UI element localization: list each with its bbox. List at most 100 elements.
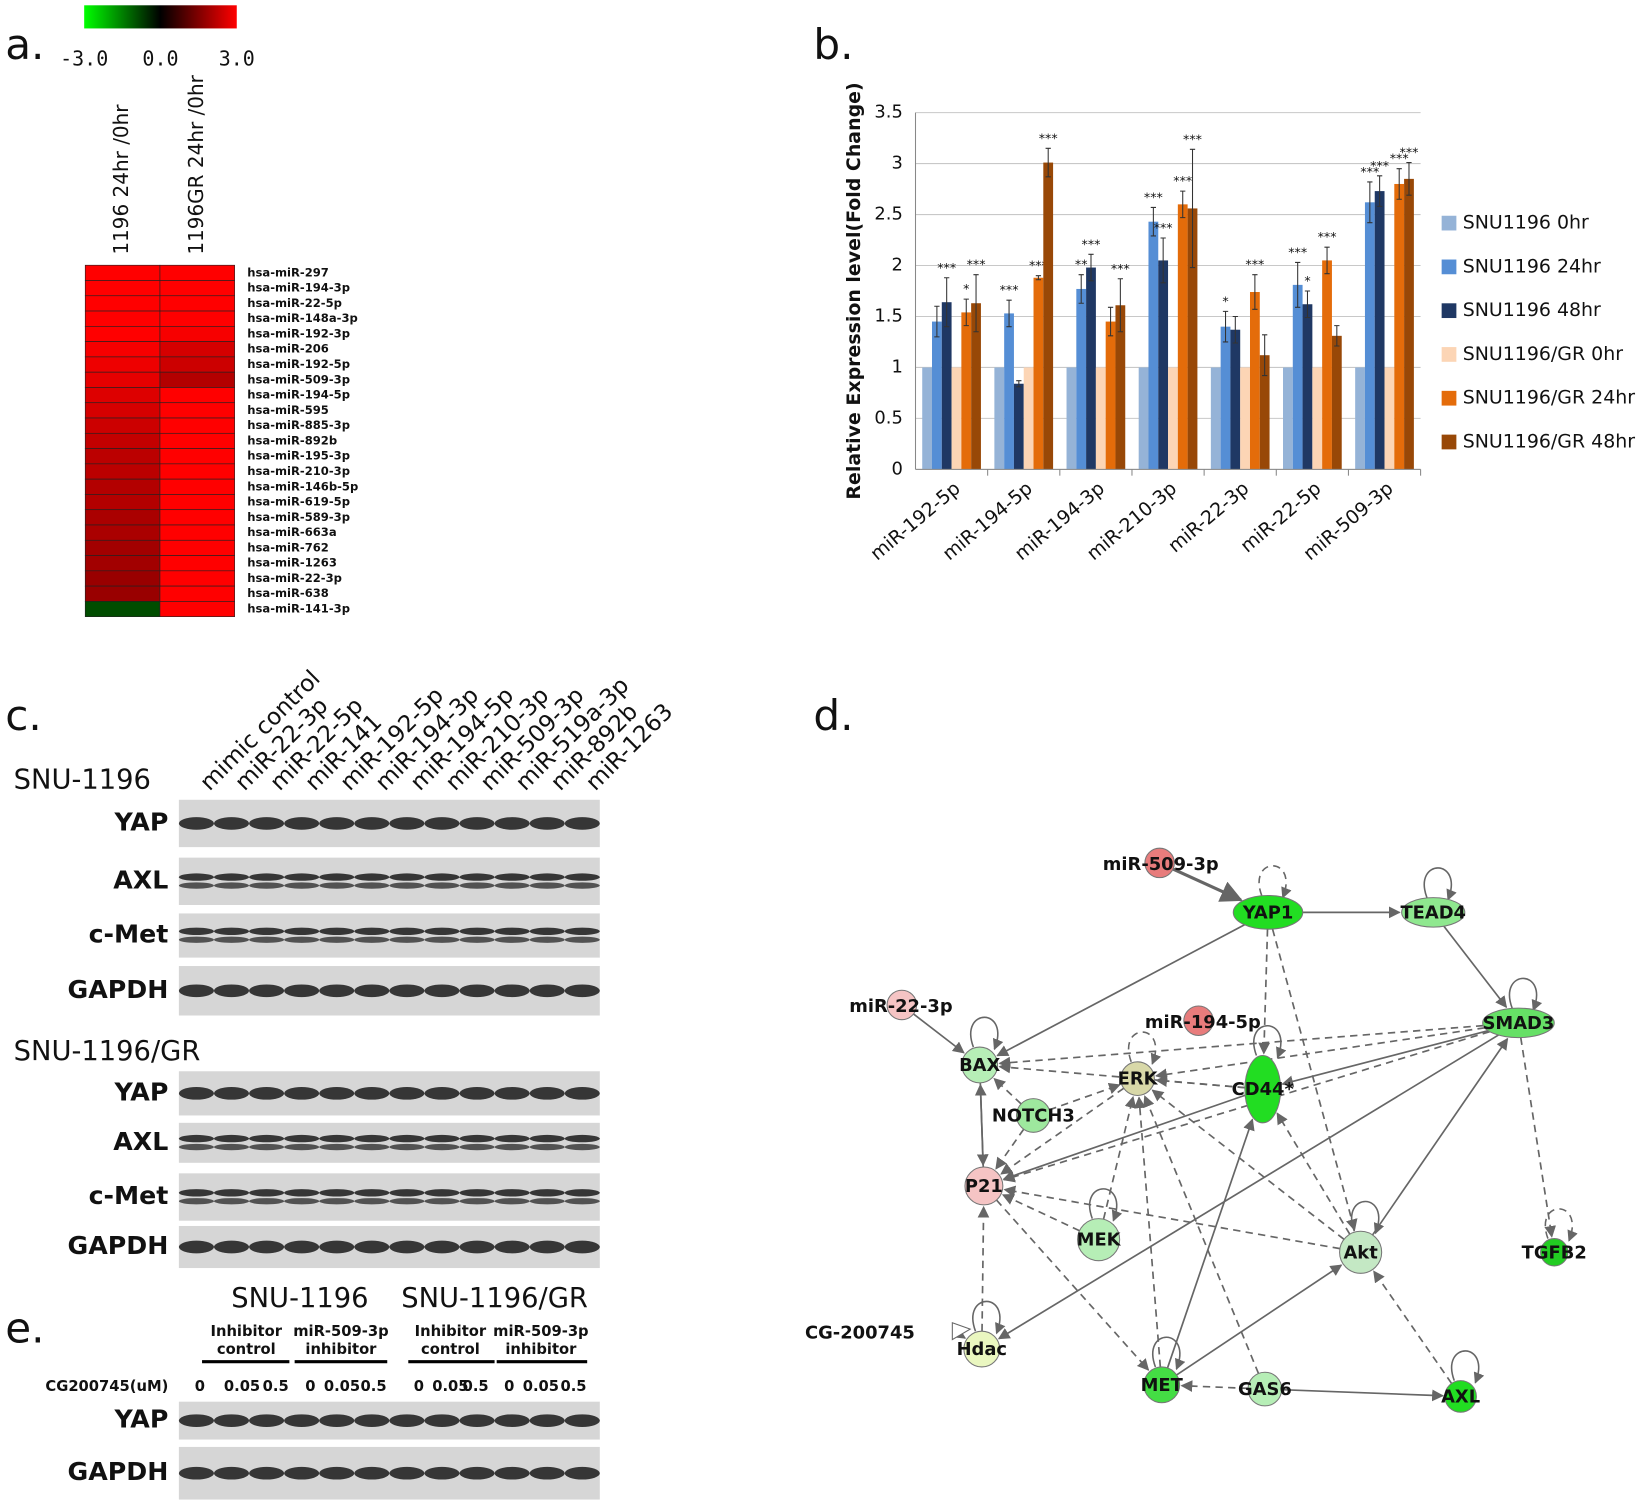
treatment-label: inhibitor [305,1341,377,1358]
blot-band [319,1240,355,1254]
bar [922,367,933,470]
bar [1148,221,1159,470]
network-node-label: miR-22-3p [849,996,952,1017]
network-node [1247,1371,1283,1407]
legend-label: SNU1196/GR 0hr [1463,343,1624,365]
error-bar [1262,334,1268,377]
color-scale-label: -3.0 [60,47,108,71]
heatmap-cell [159,402,235,419]
blot-strip [178,913,600,958]
blot-band [459,927,495,935]
bar [1115,305,1126,470]
blot-band [319,1189,355,1197]
blot-band [319,873,355,881]
blot-band [424,1240,460,1254]
row-label: hsa-miR-638 [247,586,329,600]
error-bar [1376,175,1383,207]
heatmap-cell [159,555,235,572]
blot-band [284,873,320,881]
self-loop [1258,865,1292,899]
blot-band [389,1143,425,1151]
blot-band [354,984,390,998]
blot-band [354,882,390,889]
network-node-label: TGFB2 [1522,1242,1587,1263]
error-bar [1334,325,1340,347]
blot-band [459,1134,495,1143]
blot-band [494,1087,530,1100]
blot-band [178,1466,214,1480]
blot-band [494,984,530,998]
heatmap-cell [84,387,161,404]
blot-band [389,1414,425,1427]
blot-band [284,927,320,935]
self-loop [1128,1031,1162,1065]
blot-band [354,1143,390,1151]
blot-band [529,1198,565,1205]
error-bar [1088,253,1094,282]
network-edge [974,1083,987,1168]
blot-band [529,873,565,881]
blot-band [178,1189,214,1197]
network-edge [1180,1380,1249,1392]
blot-band [249,927,285,935]
heatmap-cell [84,295,161,312]
blot-band [284,1143,320,1151]
blot-band [424,873,460,881]
dose-label: CG200745(uM) [45,1378,168,1395]
heatmap-cell [159,341,235,358]
y-tick-label: 3 [891,153,902,174]
row-label: hsa-miR-892b [247,433,337,447]
blot-band [494,1466,530,1480]
blot-band [494,882,530,889]
significance-label: *** [1154,220,1173,235]
network-node-label: MEK [1077,1230,1122,1251]
blot-band [178,882,214,889]
heatmap-cell [84,463,161,480]
blot-band [494,1240,530,1254]
bar [941,302,952,470]
blot-band [494,1143,530,1151]
color-scale-bar [84,5,237,29]
blot-band [354,936,390,943]
blot-band [319,1087,355,1100]
row-label: hsa-miR-194-5p [247,388,350,402]
dose-value: 0.5 [263,1378,289,1395]
blot-band [213,1240,250,1254]
heatmap-cell [84,555,161,572]
blot-band [564,817,600,830]
blot-band [424,1189,460,1197]
heatmap-cell [159,509,235,526]
significance-label: *** [1000,282,1019,297]
blot-band [319,927,355,935]
blot-band [494,1414,530,1427]
bar [1384,367,1395,470]
blot-band [459,1087,495,1100]
blot-band [249,1189,285,1197]
network-edge [995,1128,1025,1170]
network-edge [977,1205,990,1332]
network-edge [998,1024,1484,1069]
blot-band [494,1189,530,1197]
network-edge [1176,1264,1343,1376]
significance-label: *** [1183,131,1202,146]
significance-label: *** [1144,189,1163,204]
blot-band [319,1134,355,1143]
error-bar [1107,306,1114,337]
row-label: hsa-miR-22-3p [247,571,342,585]
blot-band [424,927,460,935]
blot-band [564,984,600,998]
blot-band [319,1466,355,1480]
error-bar [1078,274,1084,304]
blot-band [284,817,320,830]
blot-band [529,1414,565,1427]
y-tick-label: 0 [891,458,902,479]
heatmap-cell [84,402,161,419]
blot-strip [178,1122,600,1163]
significance-label: *** [1390,151,1409,166]
blot-band [529,817,565,830]
network-edge [1102,1095,1137,1220]
row-label: hsa-miR-206 [247,342,329,356]
blot-band [564,1466,600,1480]
heatmap-cell [84,601,161,617]
